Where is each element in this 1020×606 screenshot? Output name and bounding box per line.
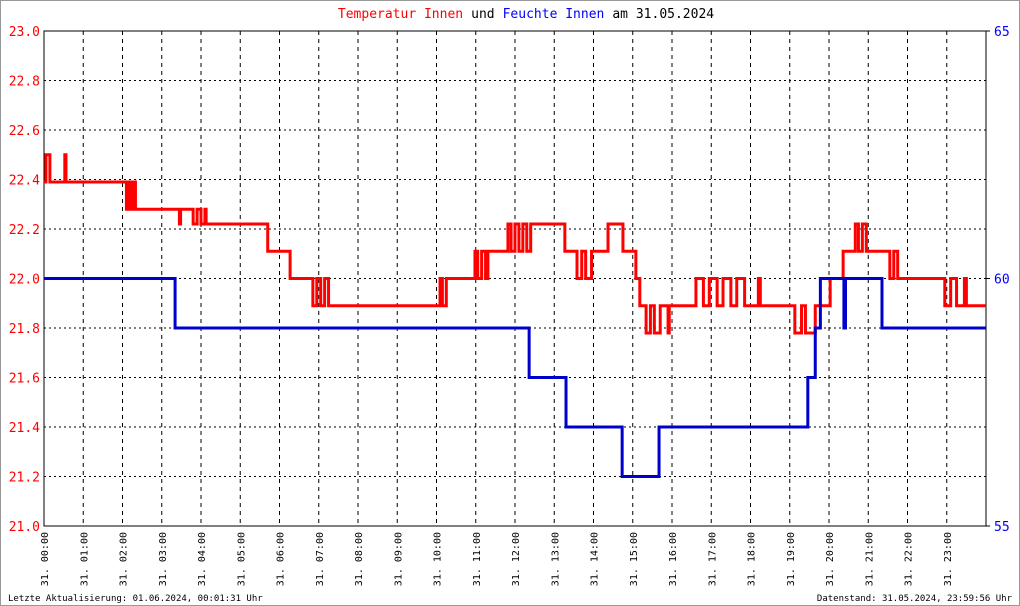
y-tick-label: 23.0 xyxy=(9,25,40,40)
y-tick-label: 22.6 xyxy=(9,124,40,139)
series-line xyxy=(44,153,986,335)
x-tick-label: 31. 13:00 xyxy=(550,532,561,586)
y-tick-label: 21.0 xyxy=(9,520,40,535)
title-part: Temperatur Innen xyxy=(338,7,463,22)
series-line xyxy=(44,277,986,478)
y-tick-label: 22.4 xyxy=(9,174,40,189)
y2-tick-label: 65 xyxy=(994,25,1010,40)
footer-right: Datenstand: 31.05.2024, 23:59:56 Uhr xyxy=(817,594,1013,604)
x-tick-label: 31. 03:00 xyxy=(158,532,169,586)
y-tick-label: 22.8 xyxy=(9,75,40,90)
x-tick-label: 31. 17:00 xyxy=(707,532,718,586)
y-tick-label: 21.6 xyxy=(9,372,40,387)
x-tick-label: 31. 04:00 xyxy=(197,532,208,586)
x-tick-label: 31. 05:00 xyxy=(236,532,247,586)
x-tick-label: 31. 08:00 xyxy=(354,532,365,586)
y-tick-label: 21.4 xyxy=(9,421,40,436)
title-part: Feuchte Innen xyxy=(503,7,605,22)
title-part: am 31.05.2024 xyxy=(612,7,714,22)
x-tick-label: 31. 19:00 xyxy=(786,532,797,586)
x-tick-label: 31. 07:00 xyxy=(315,532,326,586)
y-tick-label: 21.8 xyxy=(9,322,40,337)
x-tick-label: 31. 01:00 xyxy=(79,532,90,586)
x-tick-label: 31. 10:00 xyxy=(433,532,444,586)
y-tick-label: 22.2 xyxy=(9,223,40,238)
x-tick-label: 31. 02:00 xyxy=(119,532,130,586)
y2-tick-label: 60 xyxy=(994,273,1010,288)
x-tick-label: 31. 14:00 xyxy=(590,532,601,586)
x-tick-label: 31. 16:00 xyxy=(668,532,679,586)
x-tick-label: 31. 11:00 xyxy=(472,532,483,586)
x-tick-label: 31. 21:00 xyxy=(864,532,875,586)
x-tick-label: 31. 06:00 xyxy=(276,532,287,586)
x-tick-label: 31. 09:00 xyxy=(393,532,404,586)
y-tick-label: 22.0 xyxy=(9,273,40,288)
footer-left: Letzte Aktualisierung: 01.06.2024, 00:01… xyxy=(8,594,263,604)
y2-tick-label: 55 xyxy=(994,520,1010,535)
x-tick-label: 31. 23:00 xyxy=(943,532,954,586)
x-tick-label: 31. 15:00 xyxy=(629,532,640,586)
x-tick-label: 31. 18:00 xyxy=(747,532,758,586)
x-tick-label: 31. 12:00 xyxy=(511,532,522,586)
y-tick-label: 21.2 xyxy=(9,471,40,486)
chart-title: Temperatur Innen und Feuchte Innen am 31.05… xyxy=(338,7,714,22)
title-part: und xyxy=(471,7,494,22)
x-tick-label: 31. 22:00 xyxy=(904,532,915,586)
x-tick-label: 31. 20:00 xyxy=(825,532,836,586)
x-tick-label: 31. 00:00 xyxy=(40,532,51,586)
